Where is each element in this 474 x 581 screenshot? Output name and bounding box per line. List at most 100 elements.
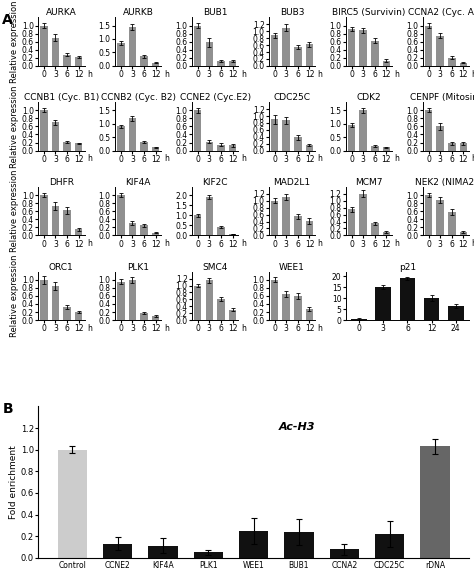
Y-axis label: Relative expression: Relative expression	[10, 254, 19, 337]
Bar	[271, 120, 278, 150]
Bar	[206, 197, 213, 235]
Text: h: h	[87, 239, 92, 248]
Text: h: h	[395, 155, 400, 163]
Title: CDK2: CDK2	[357, 93, 381, 102]
Text: h: h	[241, 70, 246, 79]
Bar	[448, 144, 456, 150]
Bar	[206, 42, 213, 66]
Bar	[75, 229, 82, 235]
Bar	[424, 298, 439, 320]
Text: h: h	[87, 70, 92, 79]
Bar	[229, 145, 237, 150]
Bar	[75, 57, 82, 66]
Bar	[329, 549, 359, 558]
Bar	[400, 278, 415, 320]
Bar	[194, 110, 201, 150]
Title: p21: p21	[399, 263, 416, 272]
Y-axis label: Relative expression: Relative expression	[10, 85, 19, 168]
Bar	[63, 55, 71, 66]
Bar	[229, 234, 237, 235]
Text: h: h	[395, 239, 400, 248]
Bar	[383, 232, 390, 235]
Bar	[306, 221, 313, 235]
Bar	[425, 195, 432, 235]
Text: h: h	[318, 155, 323, 163]
Title: MCM7: MCM7	[355, 178, 383, 187]
Bar	[437, 127, 444, 150]
Bar	[206, 281, 213, 320]
Bar	[283, 120, 290, 150]
Bar	[359, 30, 367, 66]
Bar	[348, 28, 356, 66]
Text: h: h	[87, 324, 92, 333]
Title: BUB1: BUB1	[203, 8, 228, 17]
Bar	[371, 223, 379, 235]
Bar	[383, 148, 390, 150]
Bar	[294, 47, 301, 66]
Bar	[52, 286, 59, 320]
Y-axis label: Fold enrichment: Fold enrichment	[9, 445, 18, 519]
Bar	[63, 307, 71, 320]
Text: h: h	[473, 324, 474, 333]
Bar	[193, 553, 223, 558]
Bar	[283, 294, 290, 320]
Bar	[194, 285, 201, 320]
Bar	[375, 287, 391, 320]
Title: AURKB: AURKB	[123, 8, 154, 17]
Bar	[217, 61, 225, 66]
Text: h: h	[472, 70, 474, 79]
Title: CCNA2 (Cyc. A2): CCNA2 (Cyc. A2)	[409, 8, 474, 17]
Bar	[75, 144, 82, 150]
Bar	[306, 309, 313, 320]
Bar	[128, 119, 136, 150]
Bar	[128, 280, 136, 320]
Title: NEK2 (NIMA2): NEK2 (NIMA2)	[415, 178, 474, 187]
Bar	[294, 296, 301, 320]
Text: B: B	[2, 402, 13, 416]
Text: h: h	[87, 155, 92, 163]
Bar	[448, 306, 464, 320]
Bar	[40, 26, 47, 66]
Title: KIF2C: KIF2C	[202, 178, 228, 187]
Bar	[103, 544, 132, 558]
Title: MAD2L1: MAD2L1	[273, 178, 310, 187]
Text: h: h	[318, 70, 323, 79]
Bar	[351, 319, 367, 320]
Bar	[194, 26, 201, 66]
Bar	[375, 534, 404, 558]
Bar	[359, 194, 367, 235]
Bar	[437, 200, 444, 235]
Title: BUB3: BUB3	[280, 8, 304, 17]
Bar	[40, 195, 47, 235]
Title: CENPF (Mitosin): CENPF (Mitosin)	[410, 93, 474, 102]
Bar	[283, 198, 290, 235]
Text: h: h	[164, 324, 169, 333]
Bar	[52, 38, 59, 66]
Bar	[383, 60, 390, 66]
Bar	[437, 35, 444, 66]
Bar	[40, 280, 47, 320]
Text: h: h	[318, 324, 323, 333]
Bar	[217, 227, 225, 235]
Text: A: A	[2, 13, 13, 27]
Text: h: h	[241, 324, 246, 333]
Bar	[152, 63, 159, 66]
Bar	[117, 43, 125, 66]
Bar	[283, 28, 290, 66]
Bar	[52, 123, 59, 150]
Bar	[271, 280, 278, 320]
Bar	[63, 210, 71, 235]
Bar	[217, 145, 225, 150]
Bar	[128, 223, 136, 235]
Bar	[284, 532, 314, 558]
Bar	[140, 225, 148, 235]
Bar	[75, 312, 82, 320]
Title: CCNB1 (Cyc. B1): CCNB1 (Cyc. B1)	[24, 93, 99, 102]
Bar	[271, 35, 278, 66]
Bar	[271, 201, 278, 235]
Text: h: h	[241, 239, 246, 248]
Text: h: h	[164, 239, 169, 248]
Bar	[371, 146, 379, 150]
Bar	[306, 44, 313, 66]
Text: h: h	[164, 70, 169, 79]
